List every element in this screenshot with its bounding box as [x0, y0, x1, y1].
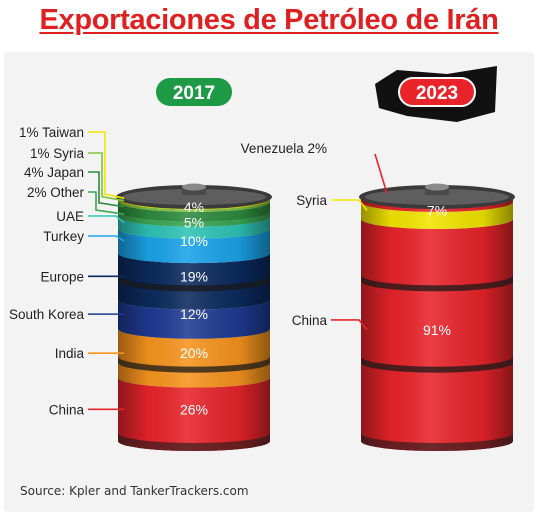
barrel-2017: 26% 20% 12% 19% 10% 5%4% 2017 1% Taiwan 1% Syria…	[9, 78, 272, 451]
barrel-lid	[365, 189, 509, 205]
category-label-china: China	[292, 313, 328, 328]
category-label-india: India	[55, 346, 85, 361]
barrel-hoop	[118, 275, 270, 292]
segment-value-label: 4%	[184, 199, 204, 215]
barrel-hoop	[361, 356, 513, 373]
category-label-other: 2% Other	[27, 185, 85, 200]
chart-panel: 26% 20% 12% 19% 10% 5% 4% 2017 1% Taiwan 1% Syria…	[4, 52, 534, 512]
category-label-turkey: Turkey	[43, 229, 84, 244]
barrel-lid	[122, 189, 266, 205]
barrel-hoop	[118, 356, 270, 373]
year-badge	[156, 78, 232, 106]
category-label-taiwan: 1% Taiwan	[19, 125, 84, 140]
barrel-2023: 91% 7% 2023 Venezuela 2% Syria China	[241, 66, 515, 451]
leader-line	[331, 319, 368, 331]
barrel-chart: 26% 20% 12% 19% 10% 5%4% 2017 1% Taiwan 1% Syria…	[9, 66, 515, 451]
year-badge-label: 2023	[416, 83, 458, 104]
barrel-hoop	[361, 433, 513, 451]
year-badge-label: 2017	[173, 83, 215, 104]
segment-value-label: 5%	[184, 215, 204, 231]
category-label-europe: Europe	[40, 269, 84, 284]
barrel-cap	[425, 187, 449, 195]
leader-line	[88, 215, 125, 224]
category-label-syria: 1% Syria	[30, 146, 85, 161]
barrel-cap	[182, 187, 206, 195]
chart-title: Exportaciones de Petróleo de Irán	[39, 4, 499, 36]
barrel-shading	[361, 197, 513, 451]
category-label-uae: UAE	[56, 209, 84, 224]
barrel-shading	[118, 197, 270, 451]
segment-value-label: 91%	[423, 322, 451, 338]
category-label-china: China	[49, 402, 85, 417]
segment-value-label: 10%	[180, 233, 208, 249]
category-label-venezuela: Venezuela 2%	[241, 141, 327, 156]
segment-value-label: 19%	[180, 268, 208, 284]
segment-value-label: 20%	[180, 345, 208, 361]
year-badge	[398, 77, 476, 107]
leader-line	[88, 152, 125, 202]
leader-line	[374, 153, 388, 194]
barrel-hoop	[361, 275, 513, 292]
barrel-cap-top	[182, 183, 206, 191]
barrel-cap-top	[425, 183, 449, 191]
source-note: Source: Kpler and TankerTrackers.com	[20, 484, 249, 498]
leader-line	[88, 171, 125, 208]
segment-value-label: 12%	[180, 306, 208, 322]
segment-value-label: 26%	[180, 401, 208, 417]
leader-line	[88, 235, 125, 242]
segment-value-label: 7%	[427, 202, 447, 218]
category-label-japan: 4% Japan	[24, 165, 84, 180]
category-label-syria: Syria	[296, 193, 327, 208]
leader-line	[88, 131, 125, 200]
category-label-south-korea: South Korea	[9, 307, 85, 322]
leader-line	[331, 199, 368, 211]
barrel-hoop	[118, 433, 270, 451]
leader-line	[88, 191, 125, 215]
